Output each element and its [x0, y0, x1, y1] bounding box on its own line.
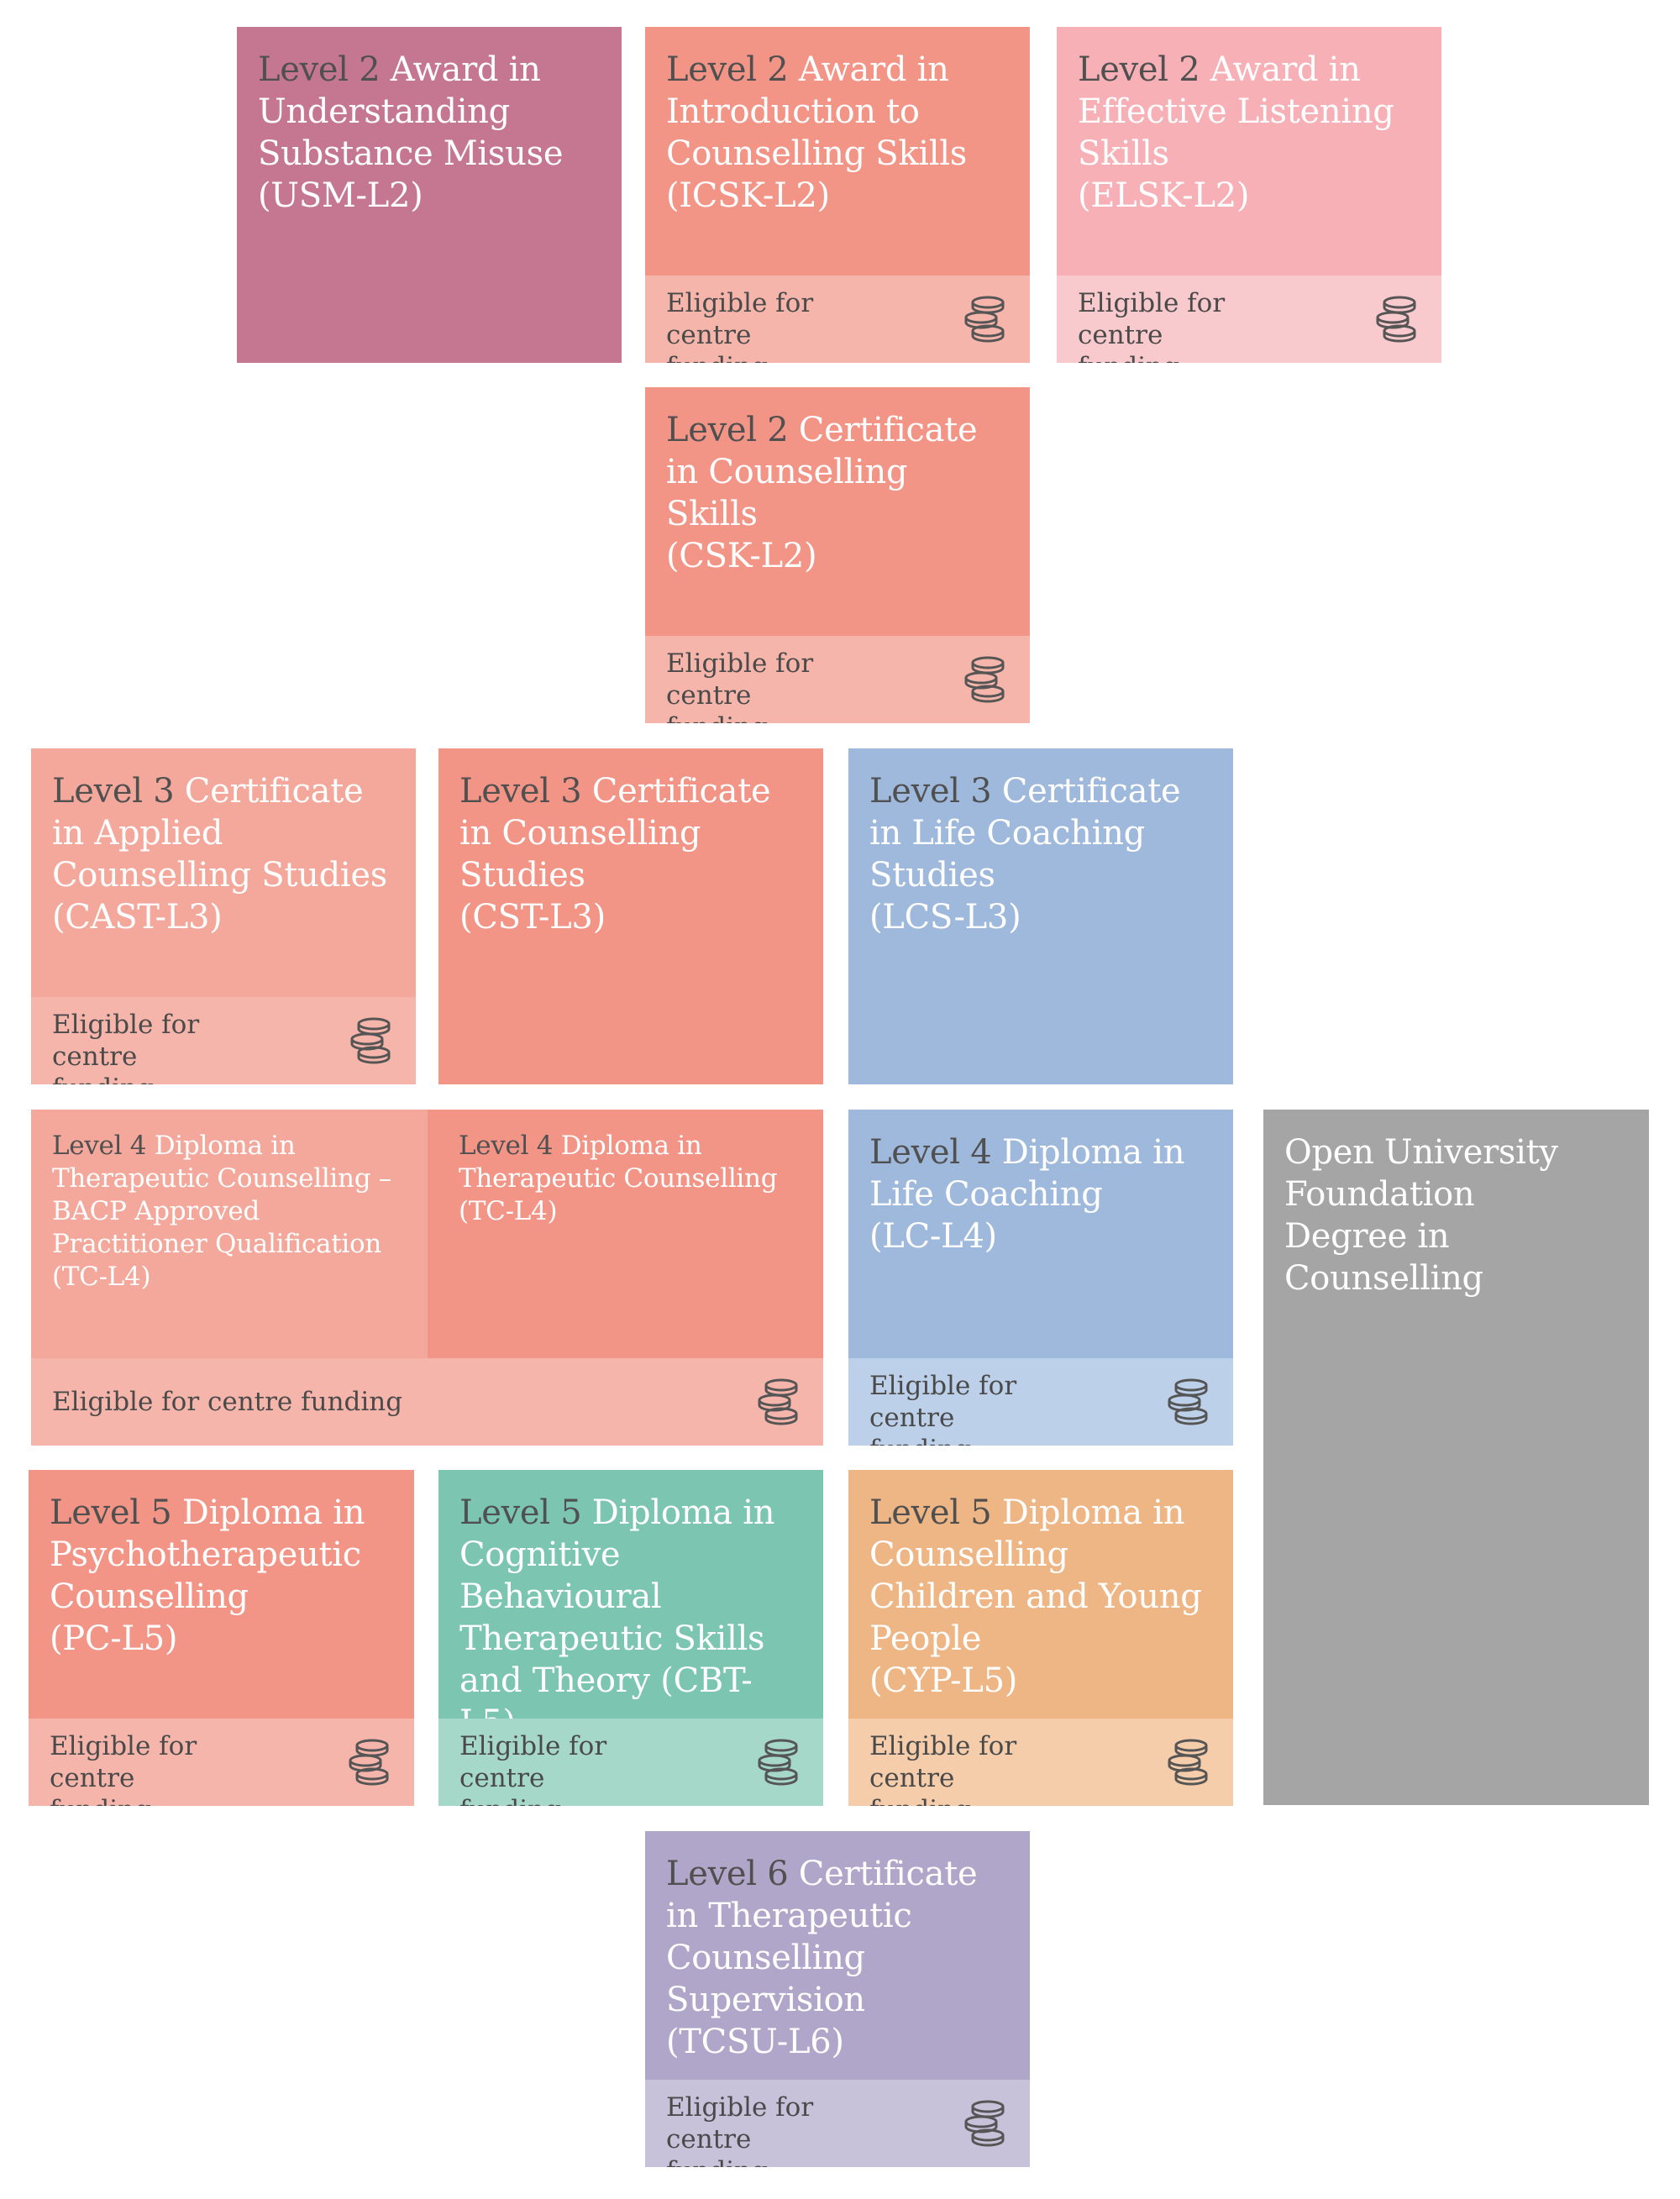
- course-level: Level 3: [869, 772, 992, 811]
- stacked-coins-icon: [1376, 296, 1416, 343]
- course-level: Level 5: [459, 1493, 582, 1532]
- stacked-coins-icon: [1168, 1739, 1208, 1786]
- funding-footer: Eligible for centre funding: [848, 1719, 1233, 1806]
- course-card-cbt-l5[interactable]: Level 5 Diploma in Cognitive Behavioural…: [438, 1470, 823, 1806]
- course-title: Level 3 Certificate in Life Coaching Stu…: [869, 772, 1181, 937]
- course-card-cst-l3[interactable]: Level 3 Certificate in Counselling Studi…: [438, 748, 823, 1084]
- course-card-usm-l2[interactable]: Level 2 Award in Understanding Substance…: [237, 27, 622, 363]
- course-level: Level 2: [666, 411, 789, 449]
- course-title: Level 5 Diploma in Counselling Children …: [869, 1493, 1202, 1700]
- stacked-coins-icon: [758, 1378, 798, 1425]
- course-title: Level 5 Diploma in Psychotherapeutic Cou…: [50, 1493, 365, 1658]
- course-title: Level 4 Diploma in Therapeutic Counselli…: [52, 1131, 392, 1292]
- course-card-icsk-l2[interactable]: Level 2 Award in Introduction to Counsel…: [645, 27, 1030, 363]
- course-level: Level 3: [459, 772, 582, 811]
- funding-footer: Eligible for centre funding: [645, 2080, 1030, 2167]
- course-title: Level 6 Certificate in Therapeutic Couns…: [666, 1855, 978, 2061]
- course-title: Open University Foundation Degree in Cou…: [1284, 1133, 1558, 1298]
- stacked-coins-icon: [1168, 1378, 1208, 1425]
- course-title: Level 3 Certificate in Applied Counselli…: [52, 772, 388, 937]
- course-card-pc-l5[interactable]: Level 5 Diploma in Psychotherapeutic Cou…: [29, 1470, 414, 1806]
- course-level: Level 2: [666, 50, 789, 89]
- course-title: Level 2 Certificate in Counselling Skill…: [666, 411, 978, 575]
- course-level: Level 5: [869, 1493, 992, 1532]
- course-title: Level 5 Diploma in Cognitive Behavioural…: [459, 1493, 775, 1742]
- course-card-tc-l4[interactable]: Level 4 Diploma in Therapeutic Counselli…: [428, 1110, 823, 1358]
- course-level: Level 5: [50, 1493, 172, 1532]
- funding-label: Eligible for centre funding: [666, 2092, 814, 2167]
- course-card-tcsu-l6[interactable]: Level 6 Certificate in Therapeutic Couns…: [645, 1831, 1030, 2167]
- stacked-coins-icon: [758, 1739, 798, 1786]
- course-title: Level 4 Diploma in Life Coaching (LC-L4): [869, 1133, 1185, 1256]
- course-card-ou-foundation-degree[interactable]: Open University Foundation Degree in Cou…: [1263, 1110, 1649, 1805]
- course-level: Level 4: [52, 1131, 147, 1161]
- course-title: Level 2 Award in Introduction to Counsel…: [666, 50, 968, 215]
- course-card-cyp-l5[interactable]: Level 5 Diploma in Counselling Children …: [848, 1470, 1233, 1806]
- funding-label: Eligible for centre funding: [459, 1731, 607, 1806]
- course-card-elsk-l2[interactable]: Level 2 Award in Effective Listening Ski…: [1057, 27, 1441, 363]
- stacked-coins-icon: [964, 296, 1005, 343]
- course-title: Level 3 Certificate in Counselling Studi…: [459, 772, 771, 937]
- stacked-coins-icon: [350, 1017, 391, 1064]
- course-card-cast-l3[interactable]: Level 3 Certificate in Applied Counselli…: [31, 748, 416, 1084]
- funding-footer: Eligible for centre funding: [1057, 276, 1441, 363]
- funding-label: Eligible for centre funding: [50, 1731, 197, 1806]
- funding-footer: Eligible for centre funding: [645, 276, 1030, 363]
- funding-footer: Eligible for centre funding: [645, 636, 1030, 723]
- course-level: Level 2: [1078, 50, 1200, 89]
- funding-footer: Eligible for centre funding: [31, 1358, 823, 1446]
- course-card-csk-l2[interactable]: Level 2 Certificate in Counselling Skill…: [645, 387, 1030, 723]
- funding-label: Eligible for centre funding: [1078, 288, 1226, 363]
- funding-footer: Eligible for centre funding: [29, 1719, 414, 1806]
- course-card-lcs-l3[interactable]: Level 3 Certificate in Life Coaching Stu…: [848, 748, 1233, 1084]
- funding-label: Eligible for centre funding: [52, 1387, 403, 1417]
- funding-label: Eligible for centre funding: [52, 1010, 200, 1084]
- course-title: Level 2 Award in Understanding Substance…: [258, 50, 564, 215]
- funding-footer: Eligible for centre funding: [438, 1719, 823, 1806]
- course-level: Level 3: [52, 772, 175, 811]
- funding-footer: Eligible for centre funding: [31, 997, 416, 1084]
- funding-label: Eligible for centre funding: [869, 1371, 1017, 1446]
- stacked-coins-icon: [349, 1739, 389, 1786]
- course-card-tc-l4-bacp[interactable]: Level 4 Diploma in Therapeutic Counselli…: [31, 1110, 428, 1358]
- course-card-lc-l4[interactable]: Level 4 Diploma in Life Coaching (LC-L4) …: [848, 1110, 1233, 1446]
- course-title: Level 2 Award in Effective Listening Ski…: [1078, 50, 1394, 215]
- stacked-coins-icon: [964, 656, 1005, 703]
- course-level: Level 2: [258, 50, 381, 89]
- course-level: Level 4: [869, 1133, 992, 1172]
- funding-label: Eligible for centre funding: [666, 648, 814, 723]
- course-title: Level 4 Diploma in Therapeutic Counselli…: [459, 1131, 778, 1226]
- funding-label: Eligible for centre funding: [666, 288, 814, 363]
- course-level: Level 6: [666, 1855, 789, 1893]
- course-card-tc-l4-group[interactable]: Level 4 Diploma in Therapeutic Counselli…: [31, 1110, 823, 1446]
- funding-footer: Eligible for centre funding: [848, 1358, 1233, 1446]
- funding-label: Eligible for centre funding: [869, 1731, 1017, 1806]
- course-level: Level 4: [459, 1131, 554, 1161]
- stacked-coins-icon: [964, 2100, 1005, 2147]
